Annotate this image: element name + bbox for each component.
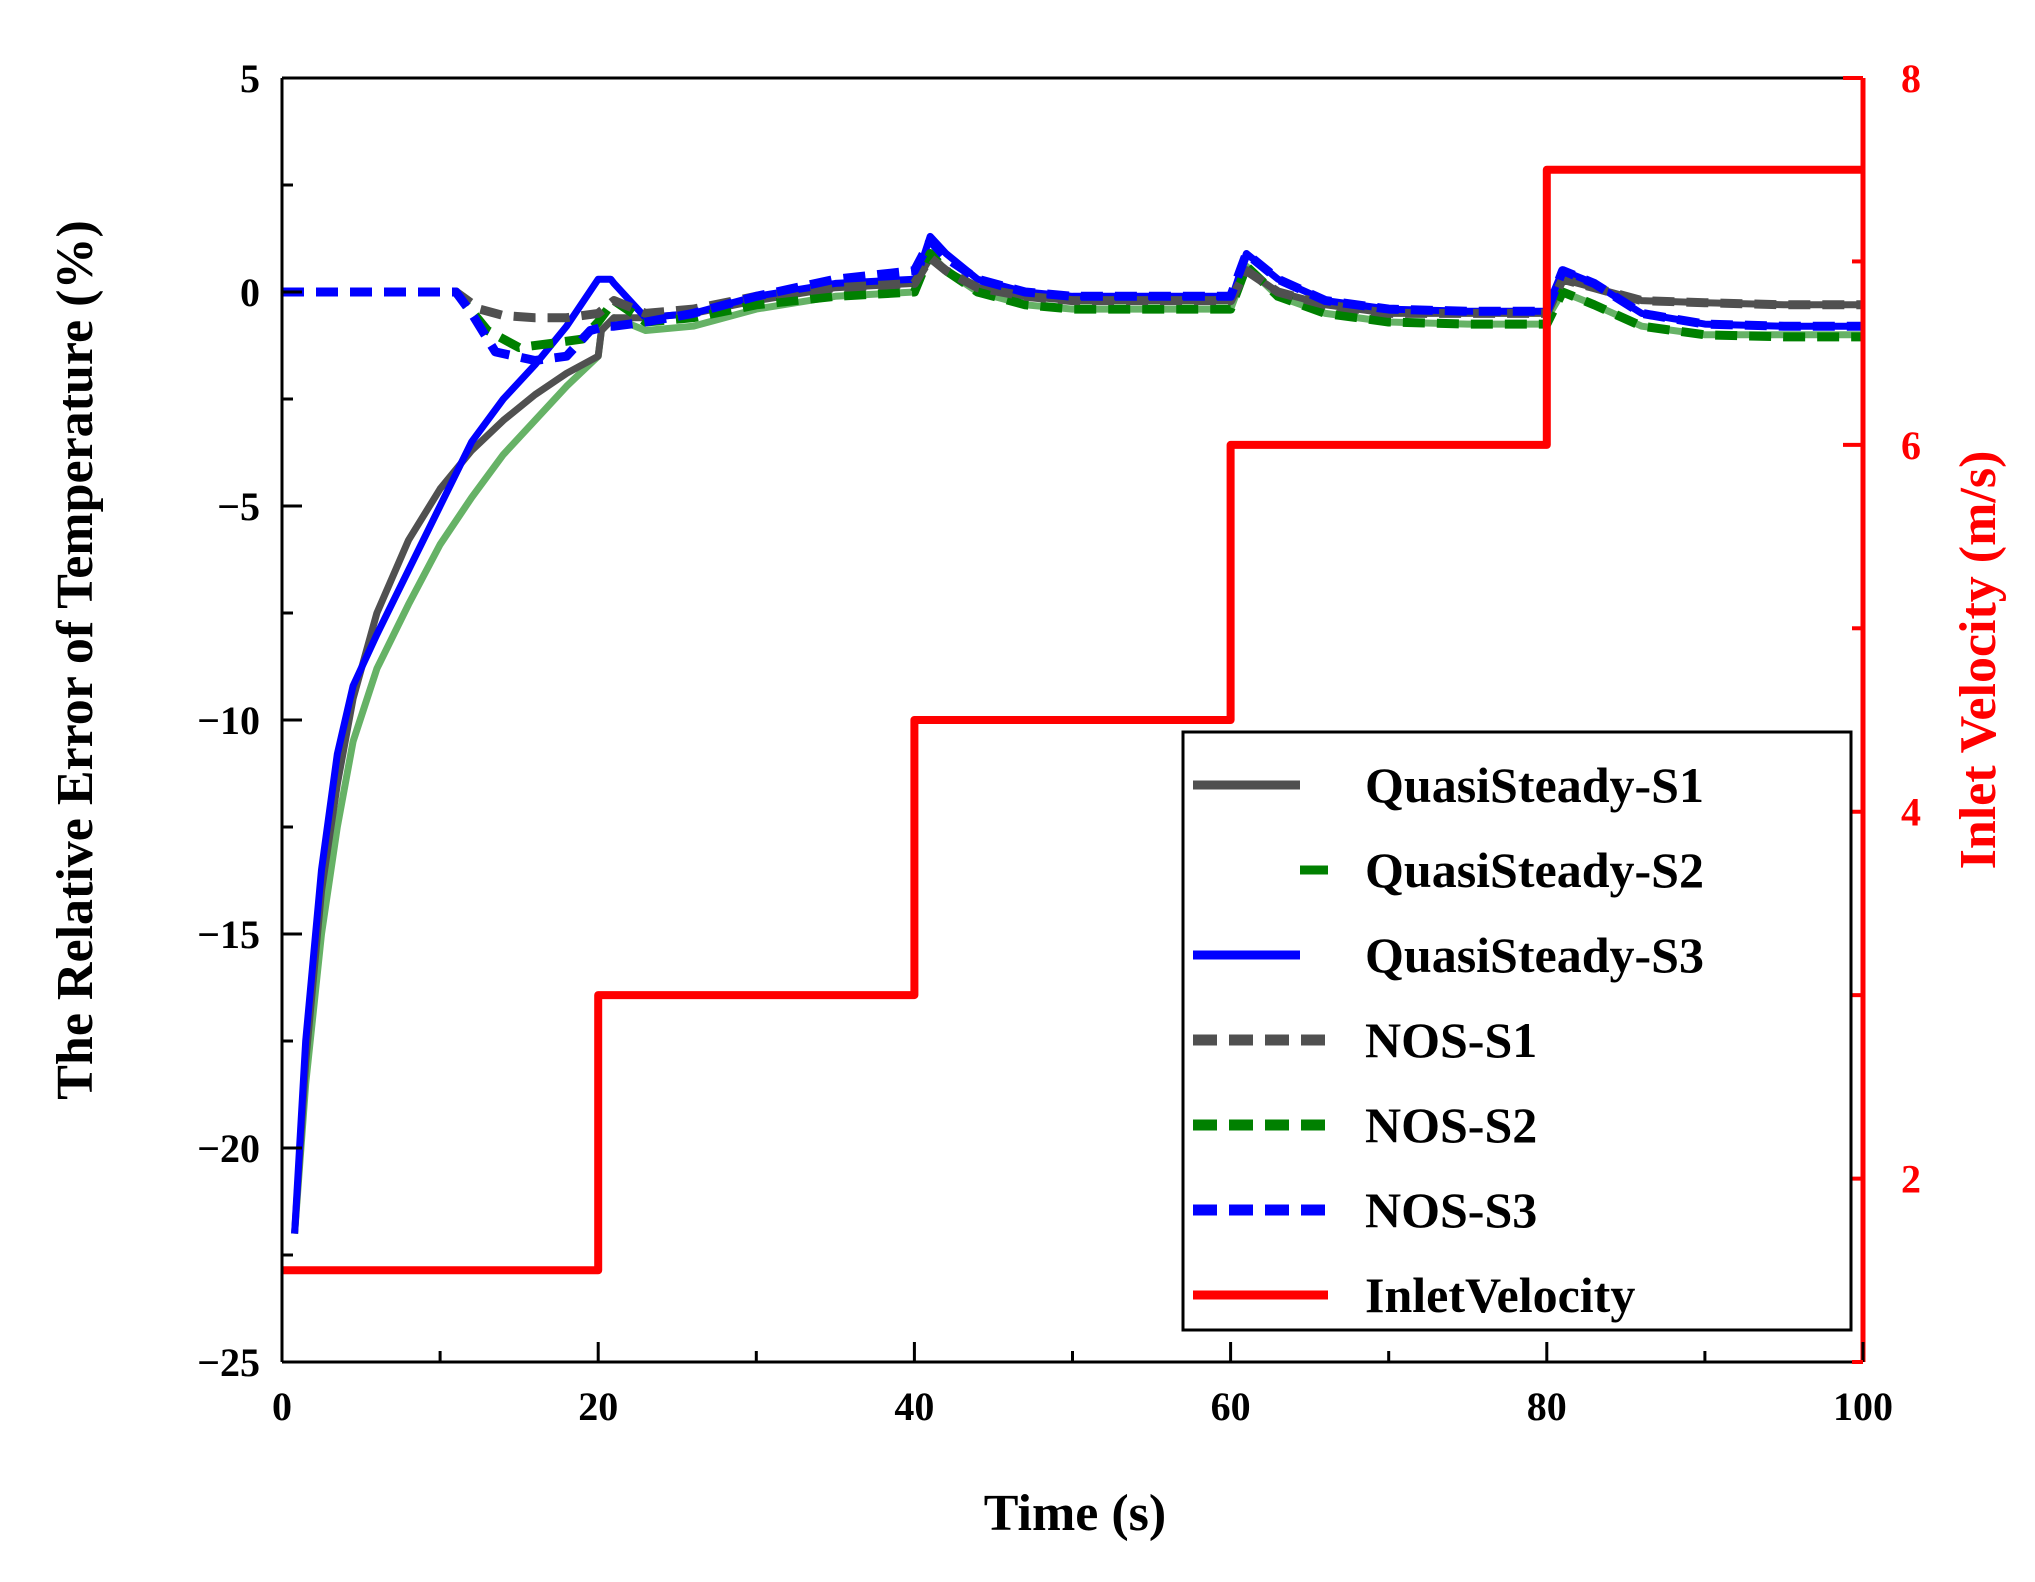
y-tick-label: 5 (240, 56, 260, 101)
legend-label-quasisteady-s2: QuasiSteady-S2 (1365, 842, 1704, 898)
y2-tick-label: 6 (1901, 423, 1921, 468)
y-tick-label: −5 (217, 484, 260, 529)
legend-label-quasisteady-s3: QuasiSteady-S3 (1365, 927, 1704, 983)
legend-label-nos-s2: NOS-S2 (1365, 1097, 1537, 1153)
legend-box (1181, 730, 1853, 1332)
x-axis-title: Time (s) (984, 1485, 1166, 1542)
y-axis-title: The Relative Error of Temperature (%) (47, 220, 104, 1100)
series-layer (282, 165, 1863, 1275)
x-tick-label: 100 (1833, 1384, 1893, 1429)
y-tick-label: −15 (197, 912, 260, 957)
y-tick-label: 0 (240, 270, 260, 315)
series-line-nos-s1 (282, 253, 1863, 323)
x-tick-label: 80 (1527, 1384, 1567, 1429)
x-tick-label: 60 (1211, 1384, 1251, 1429)
axes-layer: 0 20 40 60 80 100 −25 −20 −15 −10 −5 0 5 2 4 6 8 (197, 56, 1921, 1429)
y2-tick-label: 2 (1901, 1157, 1921, 1202)
legend: QuasiSteady-S1 QuasiSteady-S2 QuasiSteady-… (1181, 730, 1853, 1332)
y-tick-label: −10 (197, 698, 260, 743)
y2-tick-label: 8 (1901, 56, 1921, 101)
legend-label-quasisteady-s1: QuasiSteady-S1 (1365, 757, 1704, 813)
y-tick-label: −25 (197, 1340, 260, 1385)
x-tick-label: 20 (578, 1384, 618, 1429)
y2-axis-title: Inlet Velocity (m/s) (1950, 451, 2007, 870)
series-line-nos-s3 (282, 236, 1863, 365)
legend-label-inletvelocity: InletVelocity (1365, 1267, 1635, 1323)
x-tick-label: 0 (272, 1384, 292, 1429)
legend-label-nos-s3: NOS-S3 (1365, 1182, 1537, 1238)
y-tick-label: −20 (197, 1126, 260, 1171)
legend-label-nos-s1: NOS-S1 (1365, 1012, 1537, 1068)
y2-tick-label: 4 (1901, 790, 1921, 835)
x-tick-label: 40 (894, 1384, 934, 1429)
series-line-inletvelocity (282, 165, 1863, 1275)
